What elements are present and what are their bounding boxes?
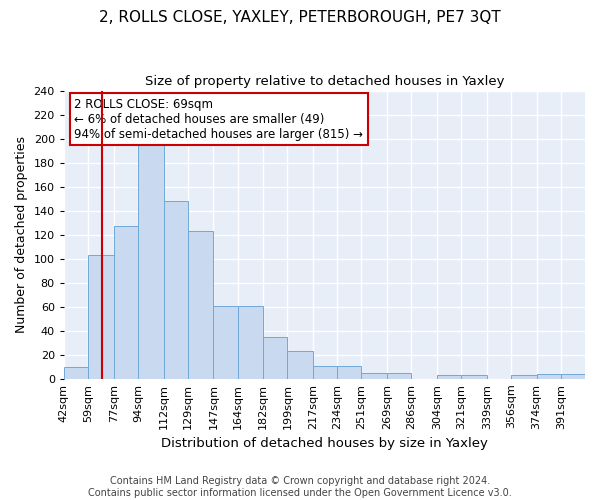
Bar bbox=[113, 226, 138, 379]
Text: Contains HM Land Registry data © Crown copyright and database right 2024.
Contai: Contains HM Land Registry data © Crown c… bbox=[88, 476, 512, 498]
Bar bbox=[164, 201, 188, 379]
Bar bbox=[437, 375, 461, 379]
Bar bbox=[238, 306, 263, 379]
Bar bbox=[387, 373, 411, 379]
Bar bbox=[361, 373, 387, 379]
Bar bbox=[536, 374, 561, 379]
Bar bbox=[138, 140, 164, 379]
Bar bbox=[511, 375, 536, 379]
Bar bbox=[561, 374, 585, 379]
Title: Size of property relative to detached houses in Yaxley: Size of property relative to detached ho… bbox=[145, 75, 504, 88]
Bar bbox=[461, 375, 487, 379]
Bar bbox=[214, 306, 238, 379]
Bar bbox=[88, 255, 113, 379]
Text: 2 ROLLS CLOSE: 69sqm
← 6% of detached houses are smaller (49)
94% of semi-detach: 2 ROLLS CLOSE: 69sqm ← 6% of detached ho… bbox=[74, 98, 363, 141]
Y-axis label: Number of detached properties: Number of detached properties bbox=[15, 136, 28, 333]
X-axis label: Distribution of detached houses by size in Yaxley: Distribution of detached houses by size … bbox=[161, 437, 488, 450]
Bar bbox=[263, 337, 287, 379]
Bar bbox=[188, 231, 214, 379]
Text: 2, ROLLS CLOSE, YAXLEY, PETERBOROUGH, PE7 3QT: 2, ROLLS CLOSE, YAXLEY, PETERBOROUGH, PE… bbox=[99, 10, 501, 25]
Bar bbox=[337, 366, 361, 379]
Bar bbox=[64, 367, 88, 379]
Bar bbox=[313, 366, 337, 379]
Bar bbox=[287, 351, 313, 379]
